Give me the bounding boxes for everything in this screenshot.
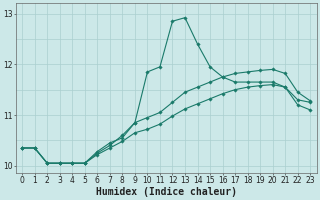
X-axis label: Humidex (Indice chaleur): Humidex (Indice chaleur) [96,186,237,197]
